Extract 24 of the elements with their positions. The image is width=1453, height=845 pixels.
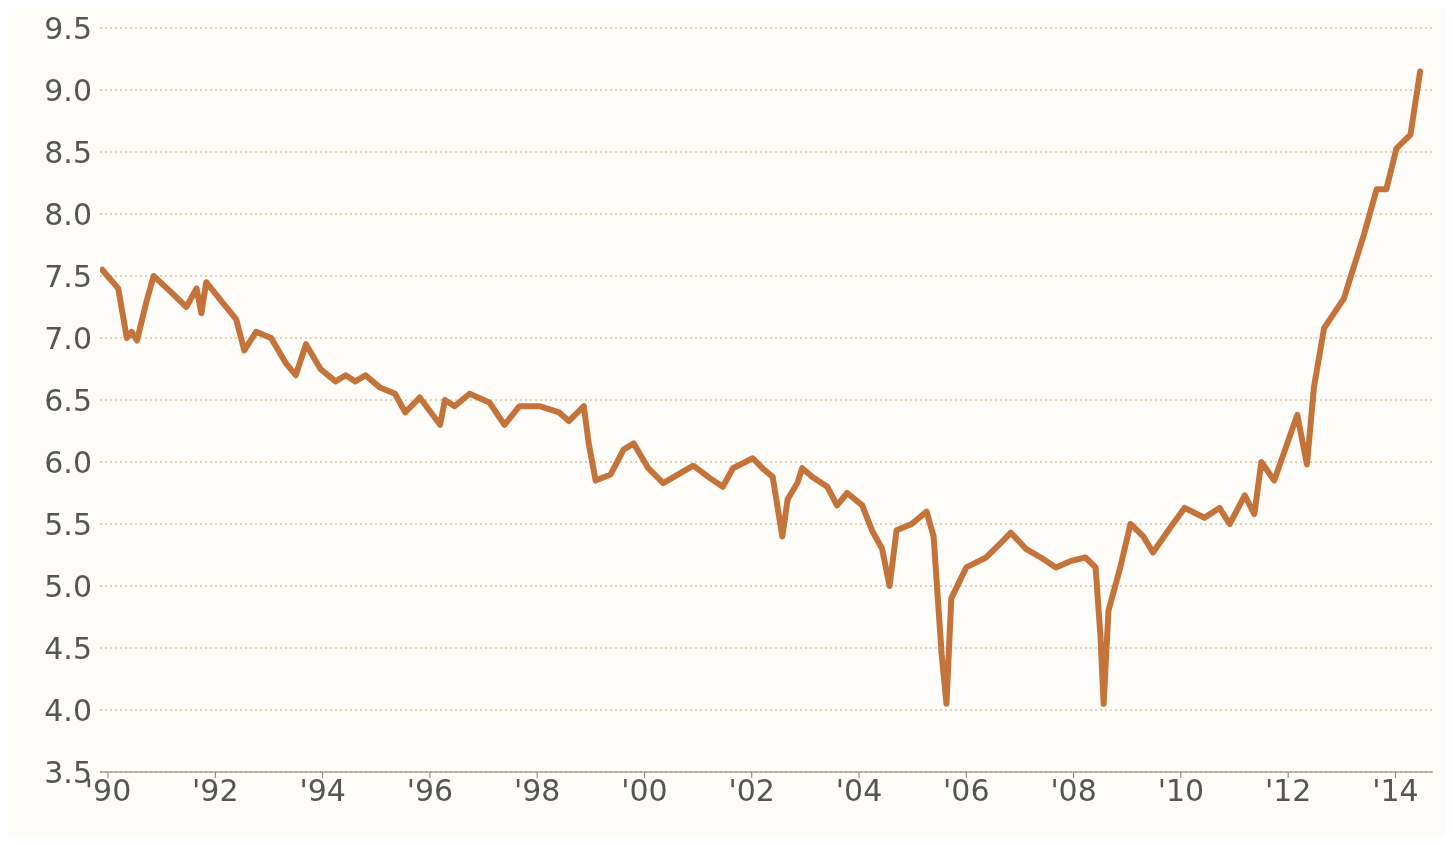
x-tick-label: '98 [513,773,561,809]
y-tick-label: 6.5 [44,382,92,418]
y-tick-label: 7.0 [44,320,92,356]
x-tick-label: '06 [943,773,990,809]
x-tick-label: '08 [1050,773,1097,809]
y-tick-label: 9.5 [44,10,92,46]
x-tick-label: '14 [1372,773,1419,809]
y-tick-label: 5.5 [44,506,92,542]
x-tick-label: '96 [406,773,454,809]
y-tick-label: 9.0 [44,72,92,108]
y-tick-label: 4.0 [44,692,92,728]
y-tick-label: 4.5 [44,630,92,666]
y-tick-label: 6.0 [44,444,92,480]
x-tick-label: '12 [1264,773,1312,809]
x-tick-label: '10 [1157,773,1205,809]
y-tick-label: 8.0 [44,196,92,232]
x-tick-label: '04 [835,773,883,809]
y-tick-label: 7.5 [44,258,92,294]
x-tick-label: '92 [192,773,239,809]
y-tick-label: 5.0 [44,568,92,604]
x-tick-label: '00 [621,773,668,809]
x-tick-label: '94 [299,773,346,809]
y-tick-label: 8.5 [44,134,92,170]
x-tick-label: '02 [728,773,775,809]
